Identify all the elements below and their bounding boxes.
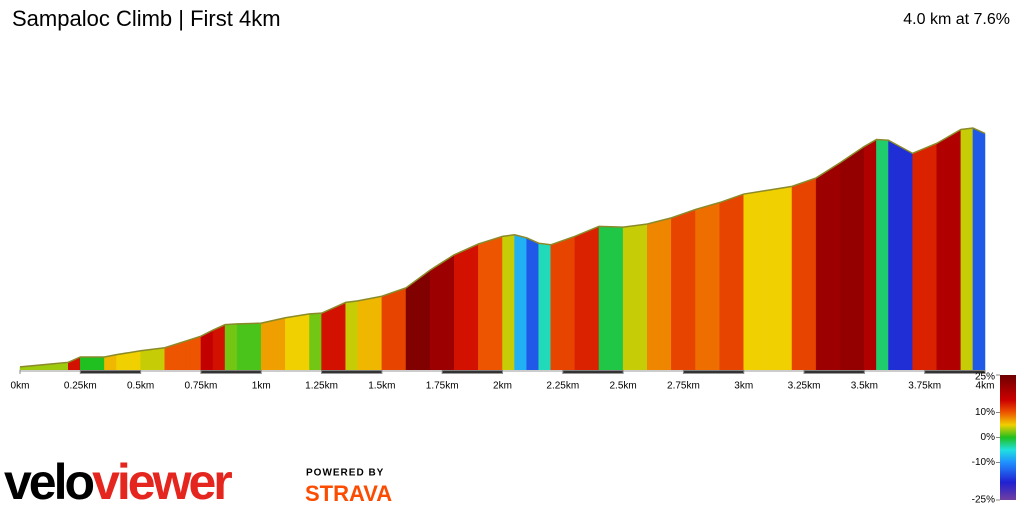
gradient-segment	[261, 317, 286, 371]
gradient-segment	[864, 139, 877, 371]
gradient-segment	[574, 225, 600, 371]
chart-title: Sampaloc Climb | First 4km	[12, 6, 281, 31]
gradient-segment	[912, 142, 937, 371]
gradient-segment	[598, 226, 624, 371]
gradient-segment	[212, 324, 226, 371]
gradient-segment	[309, 312, 322, 371]
gradient-segment	[454, 243, 479, 371]
x-tick-label: 1.75km	[426, 381, 459, 392]
color-bar	[1000, 375, 1016, 500]
gradient-segment	[478, 235, 503, 371]
gradient-segment	[840, 145, 865, 371]
gradient-segment	[972, 127, 986, 371]
x-tick-label: 0.25km	[64, 381, 97, 392]
color-tick-label: -25%	[972, 495, 995, 506]
gradient-segment	[791, 177, 817, 371]
gradient-segment	[647, 217, 672, 371]
gradient-segment	[719, 193, 744, 371]
gradient-segment	[429, 261, 443, 371]
gradient-segment	[888, 139, 913, 371]
gradient-segment	[743, 189, 769, 371]
x-tick-label: 0.75km	[185, 381, 218, 392]
gradient-segment	[236, 322, 262, 371]
logo-viewer: viewer	[92, 454, 232, 510]
x-tick-label: 3.25km	[788, 381, 821, 392]
gradient-segment	[224, 323, 238, 371]
gradient-segment	[357, 295, 383, 371]
x-tick-label: 1km	[252, 381, 271, 392]
color-tick-label: 25%	[975, 372, 995, 383]
gradient-segment	[876, 139, 889, 371]
gradient-segment	[188, 335, 202, 371]
color-tick-label: 10%	[975, 407, 995, 418]
gradient-segment	[936, 129, 962, 371]
x-tick-label: 1.25km	[305, 381, 338, 392]
gradient-segment	[92, 356, 105, 371]
gradient-segment	[526, 237, 539, 371]
x-tick-label: 2km	[493, 381, 512, 392]
gradient-segment	[960, 127, 974, 371]
x-tick-label: 0km	[11, 381, 30, 392]
gradient-segment	[381, 287, 407, 371]
strava-logo: STRAVA	[305, 481, 392, 506]
gradient-segment	[345, 300, 358, 371]
x-tick-label: 3.5km	[851, 381, 878, 392]
x-tick-label: 3km	[734, 381, 753, 392]
x-tick-label: 2.5km	[610, 381, 637, 392]
gradient-segment	[815, 162, 841, 371]
chart-subtitle: 4.0 km at 7.6%	[903, 11, 1010, 28]
x-tick-label: 4km	[976, 381, 995, 392]
x-tick-label: 3.75km	[908, 381, 941, 392]
powered-by: POWERED BY	[306, 468, 384, 479]
gradient-segment	[767, 186, 793, 371]
x-tick-label: 0.5km	[127, 381, 154, 392]
gradient-segment	[550, 235, 576, 371]
color-tick-label: -10%	[972, 457, 995, 468]
gradient-segment	[514, 234, 527, 371]
gradient-segment	[671, 209, 696, 371]
gradient-segment	[622, 223, 648, 371]
gradient-segment	[538, 242, 551, 371]
x-tick-label: 2.75km	[667, 381, 700, 392]
gradient-segment	[695, 202, 720, 371]
gradient-segment	[333, 302, 346, 371]
gradient-segment	[321, 307, 334, 371]
x-tick-label: 1.5km	[368, 381, 395, 392]
gradient-segment	[441, 254, 455, 371]
gradient-segment	[502, 234, 515, 371]
color-tick-label: 0%	[981, 432, 996, 443]
logo: veloviewer	[4, 454, 232, 510]
logo-velo: velo	[4, 454, 94, 510]
gradient-segment	[80, 356, 93, 371]
x-tick-label: 2.25km	[546, 381, 579, 392]
gradient-segment	[285, 313, 310, 371]
profile-line	[19, 127, 986, 368]
